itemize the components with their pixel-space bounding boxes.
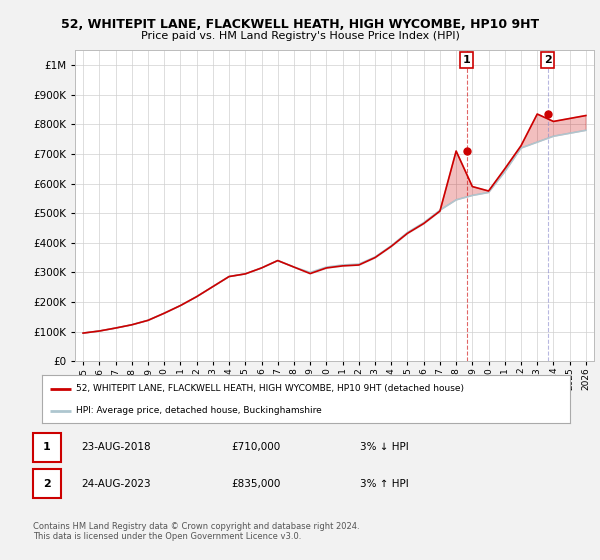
Text: 24-AUG-2023: 24-AUG-2023 bbox=[81, 479, 151, 489]
Text: Contains HM Land Registry data © Crown copyright and database right 2024.
This d: Contains HM Land Registry data © Crown c… bbox=[33, 522, 359, 542]
Text: £710,000: £710,000 bbox=[231, 442, 280, 452]
Text: 23-AUG-2018: 23-AUG-2018 bbox=[81, 442, 151, 452]
Text: 1: 1 bbox=[463, 55, 470, 65]
Text: 3% ↓ HPI: 3% ↓ HPI bbox=[360, 442, 409, 452]
Text: £835,000: £835,000 bbox=[231, 479, 280, 489]
Text: 52, WHITEPIT LANE, FLACKWELL HEATH, HIGH WYCOMBE, HP10 9HT (detached house): 52, WHITEPIT LANE, FLACKWELL HEATH, HIGH… bbox=[76, 384, 464, 393]
Text: 2: 2 bbox=[544, 55, 551, 65]
Text: Price paid vs. HM Land Registry's House Price Index (HPI): Price paid vs. HM Land Registry's House … bbox=[140, 31, 460, 41]
Text: 52, WHITEPIT LANE, FLACKWELL HEATH, HIGH WYCOMBE, HP10 9HT: 52, WHITEPIT LANE, FLACKWELL HEATH, HIGH… bbox=[61, 18, 539, 31]
Text: 3% ↑ HPI: 3% ↑ HPI bbox=[360, 479, 409, 489]
Text: HPI: Average price, detached house, Buckinghamshire: HPI: Average price, detached house, Buck… bbox=[76, 407, 322, 416]
Text: 1: 1 bbox=[43, 442, 50, 452]
Text: 2: 2 bbox=[43, 479, 50, 489]
